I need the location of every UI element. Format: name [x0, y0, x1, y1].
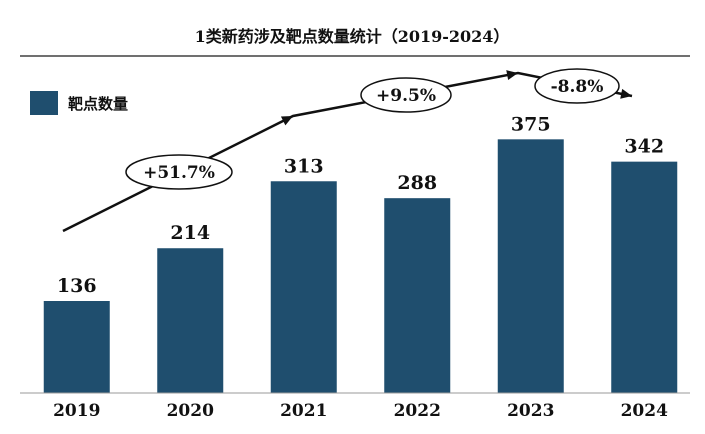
value-labels: 136 214 313 288 375 342	[57, 113, 664, 297]
bar-2024	[611, 161, 678, 393]
legend-swatch	[30, 91, 58, 115]
x-tick-2019: 2019	[53, 401, 100, 421]
bars	[43, 139, 678, 393]
x-tick-2021: 2021	[280, 401, 327, 421]
value-label-2024: 342	[624, 136, 664, 158]
growth-bubble-1	[125, 154, 233, 190]
growth-bubble-3	[534, 68, 620, 104]
growth-bubble-2	[360, 77, 452, 113]
bar-2021	[270, 181, 337, 393]
legend-label: 靶点数量	[68, 95, 128, 113]
value-label-2022: 288	[397, 172, 437, 194]
bar-2023	[497, 139, 564, 393]
trend-arrowhead-1	[280, 116, 293, 126]
bar-2020	[157, 248, 224, 393]
value-label-2020: 214	[170, 222, 210, 244]
value-label-2023: 375	[511, 113, 551, 135]
growth-annotations: +51.7% +9.5% -8.8%	[62, 68, 633, 233]
chart-title: 1类新药涉及靶点数量统计（2019-2024）	[195, 27, 510, 46]
x-tick-2020: 2020	[167, 401, 214, 421]
x-tick-2023: 2023	[507, 401, 554, 421]
trend-arrowhead-2	[506, 70, 518, 80]
growth-label-1: +51.7%	[143, 163, 215, 183]
value-label-2019: 136	[57, 275, 97, 297]
x-tick-labels: 2019 2020 2021 2022 2023 2024	[53, 401, 668, 421]
bar-2019	[43, 301, 110, 393]
growth-label-2: +9.5%	[376, 86, 436, 106]
x-tick-2024: 2024	[621, 401, 668, 421]
value-label-2021: 313	[284, 155, 324, 177]
x-tick-2022: 2022	[394, 401, 441, 421]
growth-label-3: -8.8%	[551, 77, 604, 97]
bar-2022	[384, 198, 451, 393]
trend-arrowhead-3	[620, 88, 632, 99]
legend: 靶点数量	[30, 91, 128, 115]
